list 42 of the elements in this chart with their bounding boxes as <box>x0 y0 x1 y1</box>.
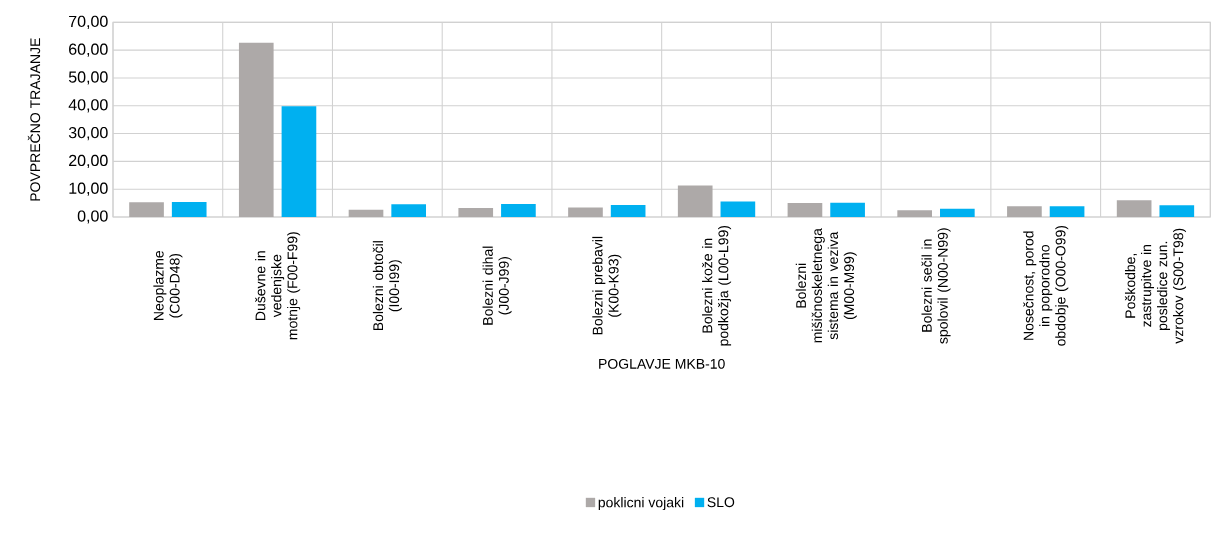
y-tick-label: 60,00 <box>69 43 108 57</box>
bar <box>1159 205 1195 217</box>
x-tick-label: Bolezni dihal (J00-J99) <box>482 246 512 325</box>
x-tick-label: Bolezni obtočil (I00-I99) <box>372 241 402 331</box>
bar <box>458 208 494 217</box>
y-tick-label: 10,00 <box>69 182 108 196</box>
y-tick-label: 40,00 <box>68 99 108 113</box>
bar <box>1049 206 1085 217</box>
x-tick-label: Bolezni kože in podkožja (L00-L99) <box>702 225 732 346</box>
bar <box>281 106 317 217</box>
bar <box>238 42 274 217</box>
x-axis-title: POGLAVJE MKB-10 <box>599 358 725 369</box>
legend-label: SLO <box>707 497 735 508</box>
bar <box>348 209 384 217</box>
bar <box>1007 206 1042 217</box>
y-tick-label: 70,00 <box>69 15 108 29</box>
y-tick-label: 50,00 <box>68 71 108 85</box>
bar <box>1116 200 1152 217</box>
bar <box>787 203 823 217</box>
x-tick-label: Bolezni mišičnoskeletnega sistema in veziva (M00-M99) <box>795 228 857 343</box>
x-tick-label: Nosečnost, porod in poporodno obdobje (O00-O99) <box>1023 225 1069 346</box>
bar <box>940 208 975 217</box>
bar <box>568 207 603 217</box>
bar <box>610 205 646 217</box>
x-tick-label: Duševne in vedenjske motnje (F00-F99) <box>255 232 301 340</box>
y-tick-label: 20,00 <box>69 154 108 168</box>
x-tick-label: Poškodbe, zastrupitve in posledice zun. vzrokov (S00-T98) <box>1124 228 1187 344</box>
bar <box>830 202 865 217</box>
x-tick-label: Neoplazme (C00-D48) <box>153 250 183 320</box>
bar <box>720 201 756 217</box>
bar <box>897 210 933 217</box>
legend-label: poklicni vojaki <box>598 497 684 511</box>
bar <box>677 185 713 217</box>
y-axis-title: POVPREČNO TRAJANJE <box>27 38 41 201</box>
y-tick-label: 0,00 <box>77 210 108 224</box>
bar <box>391 204 427 217</box>
bar <box>129 202 164 217</box>
x-tick-label: Bolezni prebavil (K00-K93) <box>592 236 622 335</box>
bar <box>501 203 536 217</box>
x-tick-label: Bolezni sečil in spolovil (N00-N99) <box>921 228 951 344</box>
y-tick-label: 30,00 <box>68 126 108 141</box>
bar <box>171 201 207 217</box>
